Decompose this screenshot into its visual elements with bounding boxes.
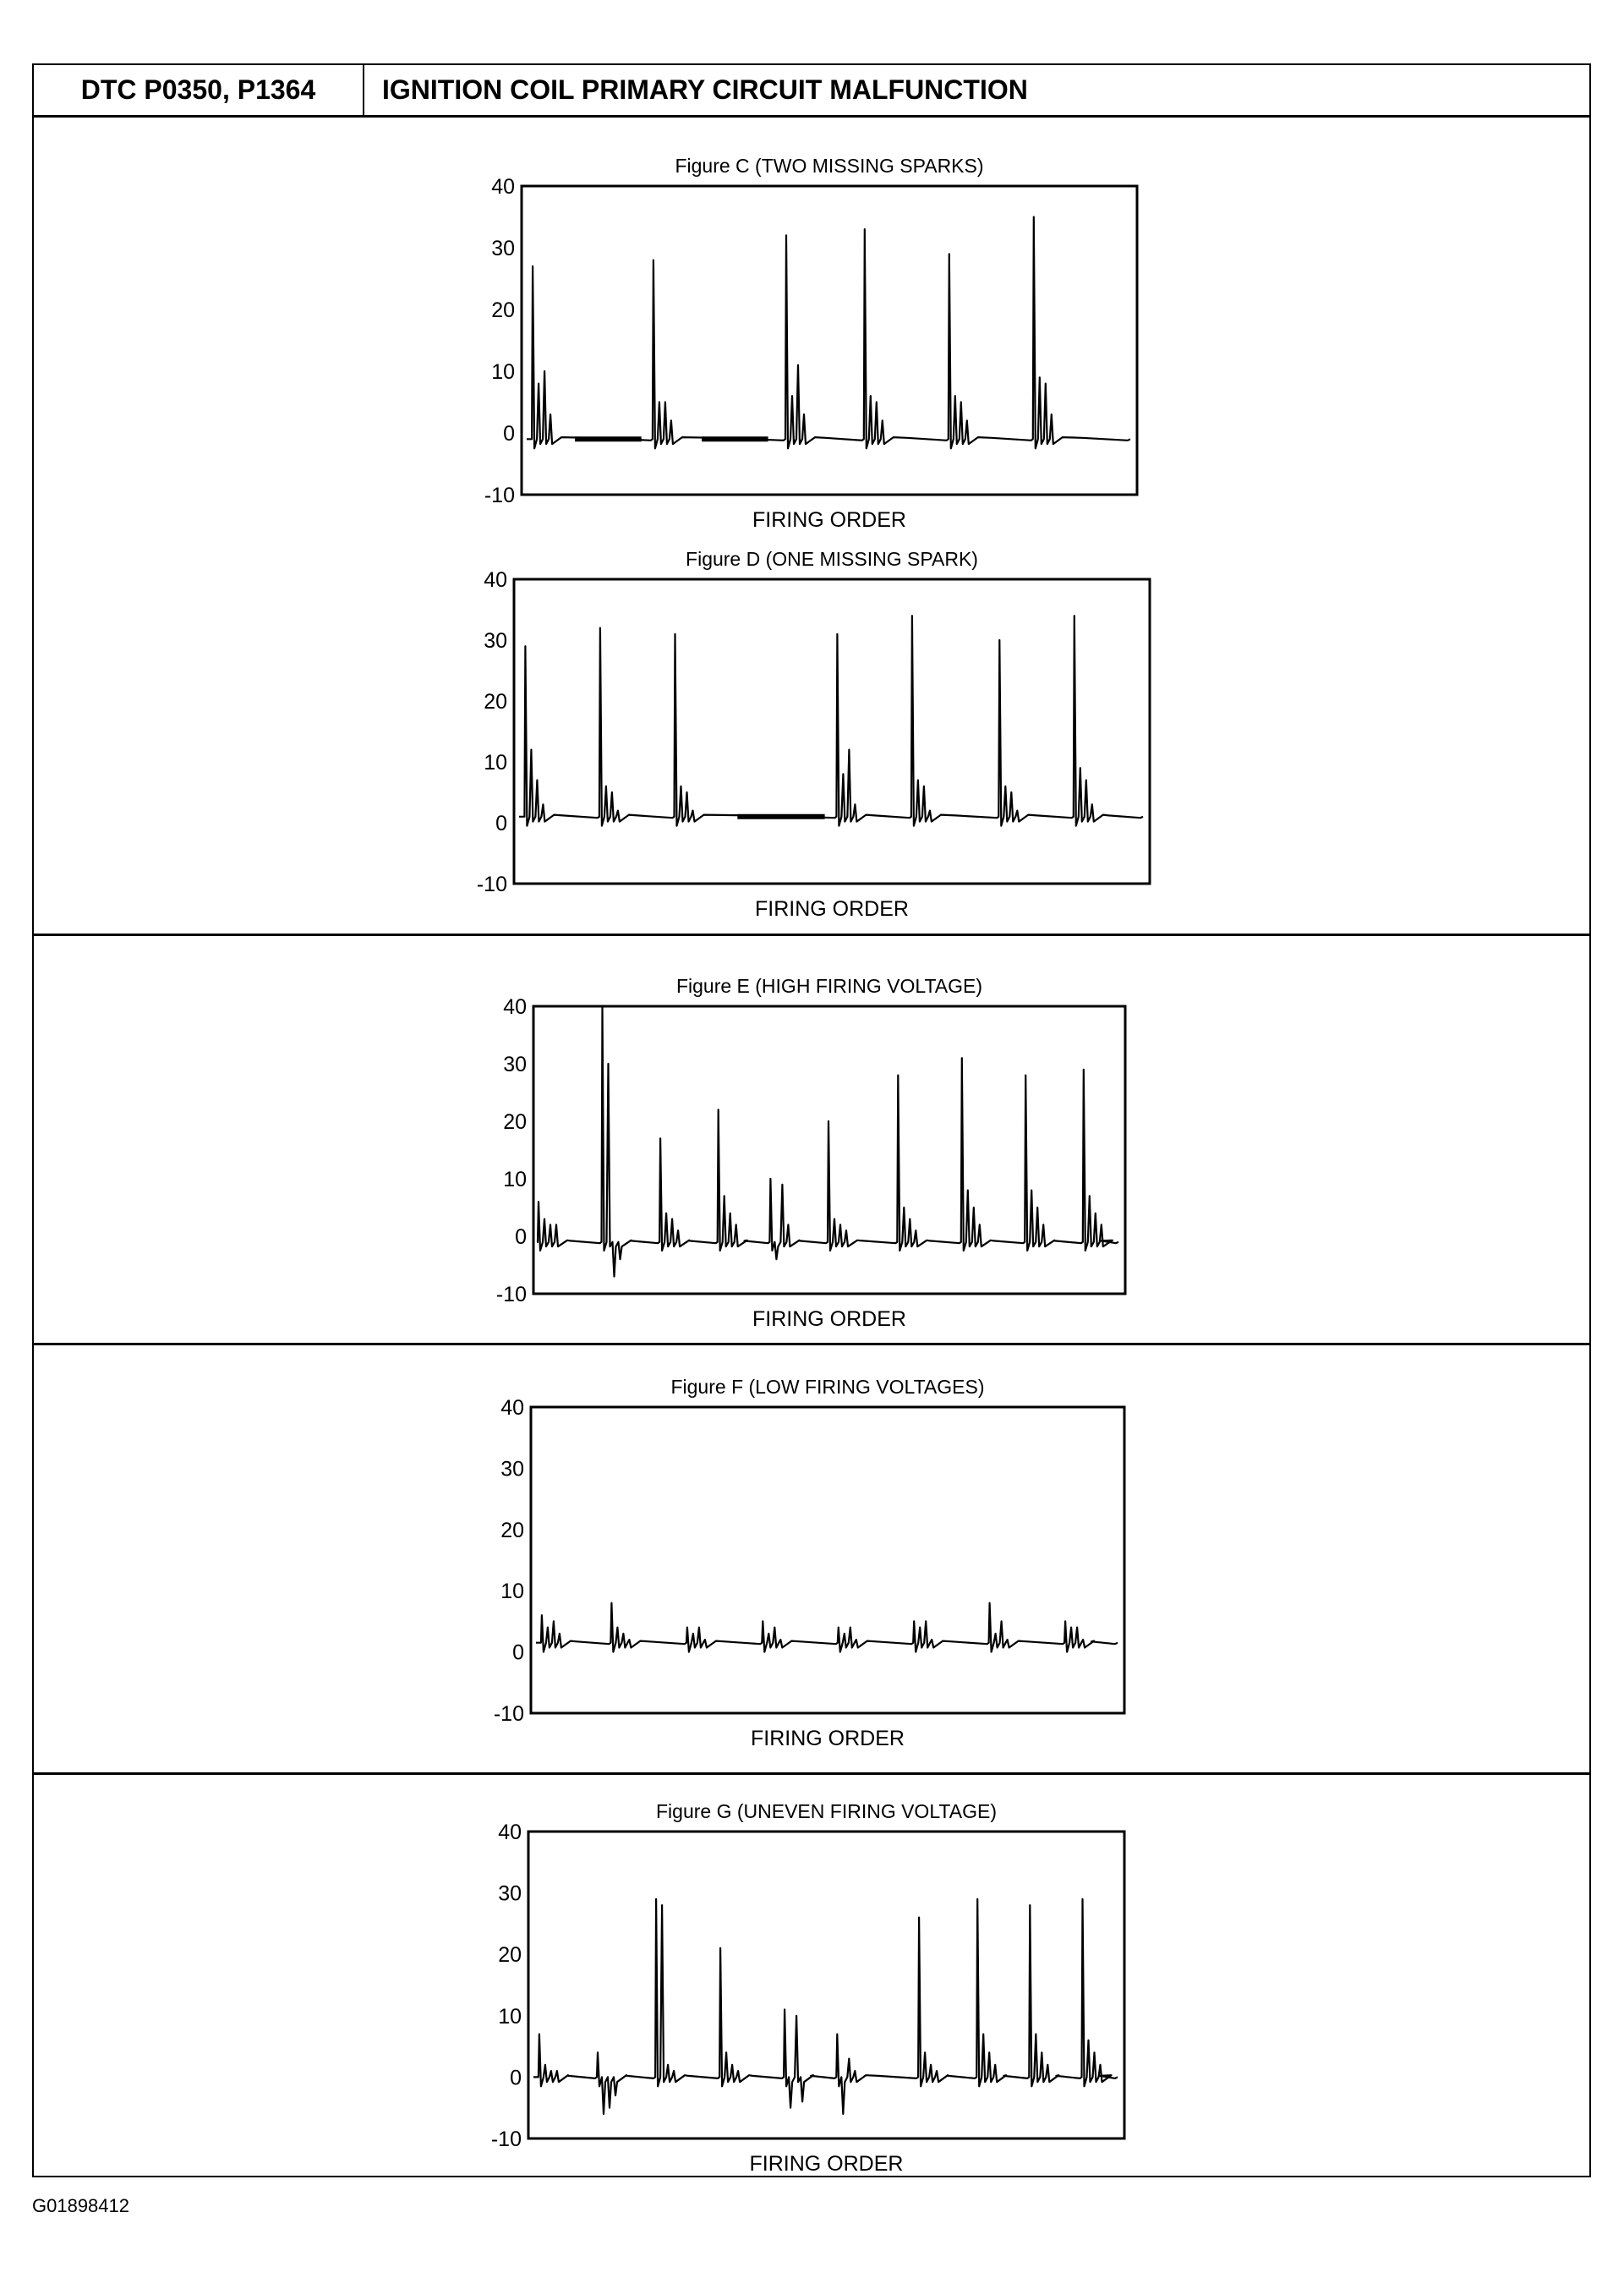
chart-figure: Figure C (TWO MISSING SPARKS) 40 30 20 10 0 -1…: [484, 155, 1139, 532]
y-tick-label: 20: [503, 1110, 527, 1134]
y-tick-label: 0: [510, 2066, 522, 2089]
waveform-series: [533, 1897, 1118, 2116]
chart-title: Figure G (UNEVEN FIRING VOLTAGE): [656, 1800, 997, 1822]
chart-title: Figure C (TWO MISSING SPARKS): [675, 155, 983, 177]
diagnostic-sheet-frame: DTC P0350, P1364 IGNITION COIL PRIMARY C…: [32, 63, 1591, 2177]
image-code: G01898412: [32, 2195, 129, 2216]
section-divider: [34, 1772, 1589, 1775]
y-tick-label: 30: [498, 1882, 522, 1906]
y-tick-label: 30: [484, 629, 507, 653]
x-axis-label: FIRING ORDER: [752, 1307, 906, 1331]
chart-figure: Figure D (ONE MISSING SPARK) 40 30 20 10 0 -10…: [477, 548, 1151, 921]
y-tick-label: -10: [484, 484, 515, 507]
plot-area: [512, 578, 1151, 885]
y-tick-label: 10: [500, 1580, 524, 1603]
y-tick-label: 20: [491, 298, 515, 322]
plot-area: [532, 1005, 1127, 1295]
page-title: IGNITION COIL PRIMARY CIRCUIT MALFUNCTIO…: [382, 74, 1028, 105]
waveform-series: [519, 615, 1144, 827]
waveform-series: [527, 216, 1131, 450]
section-divider: [34, 1343, 1589, 1345]
chart-figure: Figure E (HIGH FIRING VOLTAGE) 40 30 20 10 0 -…: [496, 975, 1127, 1331]
header-row: DTC P0350, P1364 IGNITION COIL PRIMARY C…: [34, 65, 1589, 118]
dtc-codes: DTC P0350, P1364: [34, 65, 364, 115]
y-tick-label: 10: [503, 1168, 527, 1191]
y-tick-label: 30: [500, 1457, 524, 1481]
y-tick-label: 20: [484, 690, 507, 714]
y-tick-label: 40: [484, 568, 507, 592]
y-tick-label: -10: [496, 1283, 527, 1306]
y-tick-label: -10: [491, 2127, 522, 2151]
y-tick-label: 10: [498, 2005, 522, 2029]
y-tick-label: 10: [484, 751, 507, 775]
chart-figure: Figure G (UNEVEN FIRING VOLTAGE) 40 30 20 10…: [491, 1800, 1126, 2176]
y-tick-label: 20: [500, 1519, 524, 1542]
y-tick-label: 30: [491, 237, 515, 260]
y-tick-label: 40: [498, 1821, 522, 1844]
plot-area: [529, 1405, 1126, 1715]
waveform-series: [536, 1602, 1118, 1653]
y-tick-label: 40: [491, 175, 515, 199]
y-tick-label: 30: [503, 1053, 527, 1076]
chart-title: Figure F (LOW FIRING VOLTAGES): [670, 1376, 984, 1398]
y-tick-label: -10: [477, 873, 507, 896]
waveform-series: [536, 1005, 1119, 1278]
x-axis-label: FIRING ORDER: [750, 2152, 904, 2176]
y-tick-label: -10: [494, 1702, 524, 1726]
x-axis-label: FIRING ORDER: [752, 508, 906, 532]
y-tick-label: 0: [512, 1641, 524, 1665]
y-tick-label: 0: [495, 812, 507, 835]
x-axis-label: FIRING ORDER: [755, 897, 909, 921]
y-tick-label: 10: [491, 360, 515, 384]
y-tick-label: 20: [498, 1943, 522, 1967]
section-divider: [34, 934, 1589, 936]
y-tick-label: 40: [500, 1396, 524, 1420]
plot-area: [520, 184, 1139, 496]
x-axis-label: FIRING ORDER: [751, 1727, 905, 1750]
plot-area: [527, 1830, 1126, 2140]
chart-figure: Figure F (LOW FIRING VOLTAGES) 40 30 20 10 0 -…: [494, 1376, 1126, 1750]
y-tick-label: 0: [515, 1225, 527, 1249]
chart-title: Figure D (ONE MISSING SPARK): [686, 548, 978, 570]
y-tick-label: 0: [503, 422, 515, 446]
chart-title: Figure E (HIGH FIRING VOLTAGE): [676, 975, 982, 997]
y-tick-label: 40: [503, 995, 527, 1019]
